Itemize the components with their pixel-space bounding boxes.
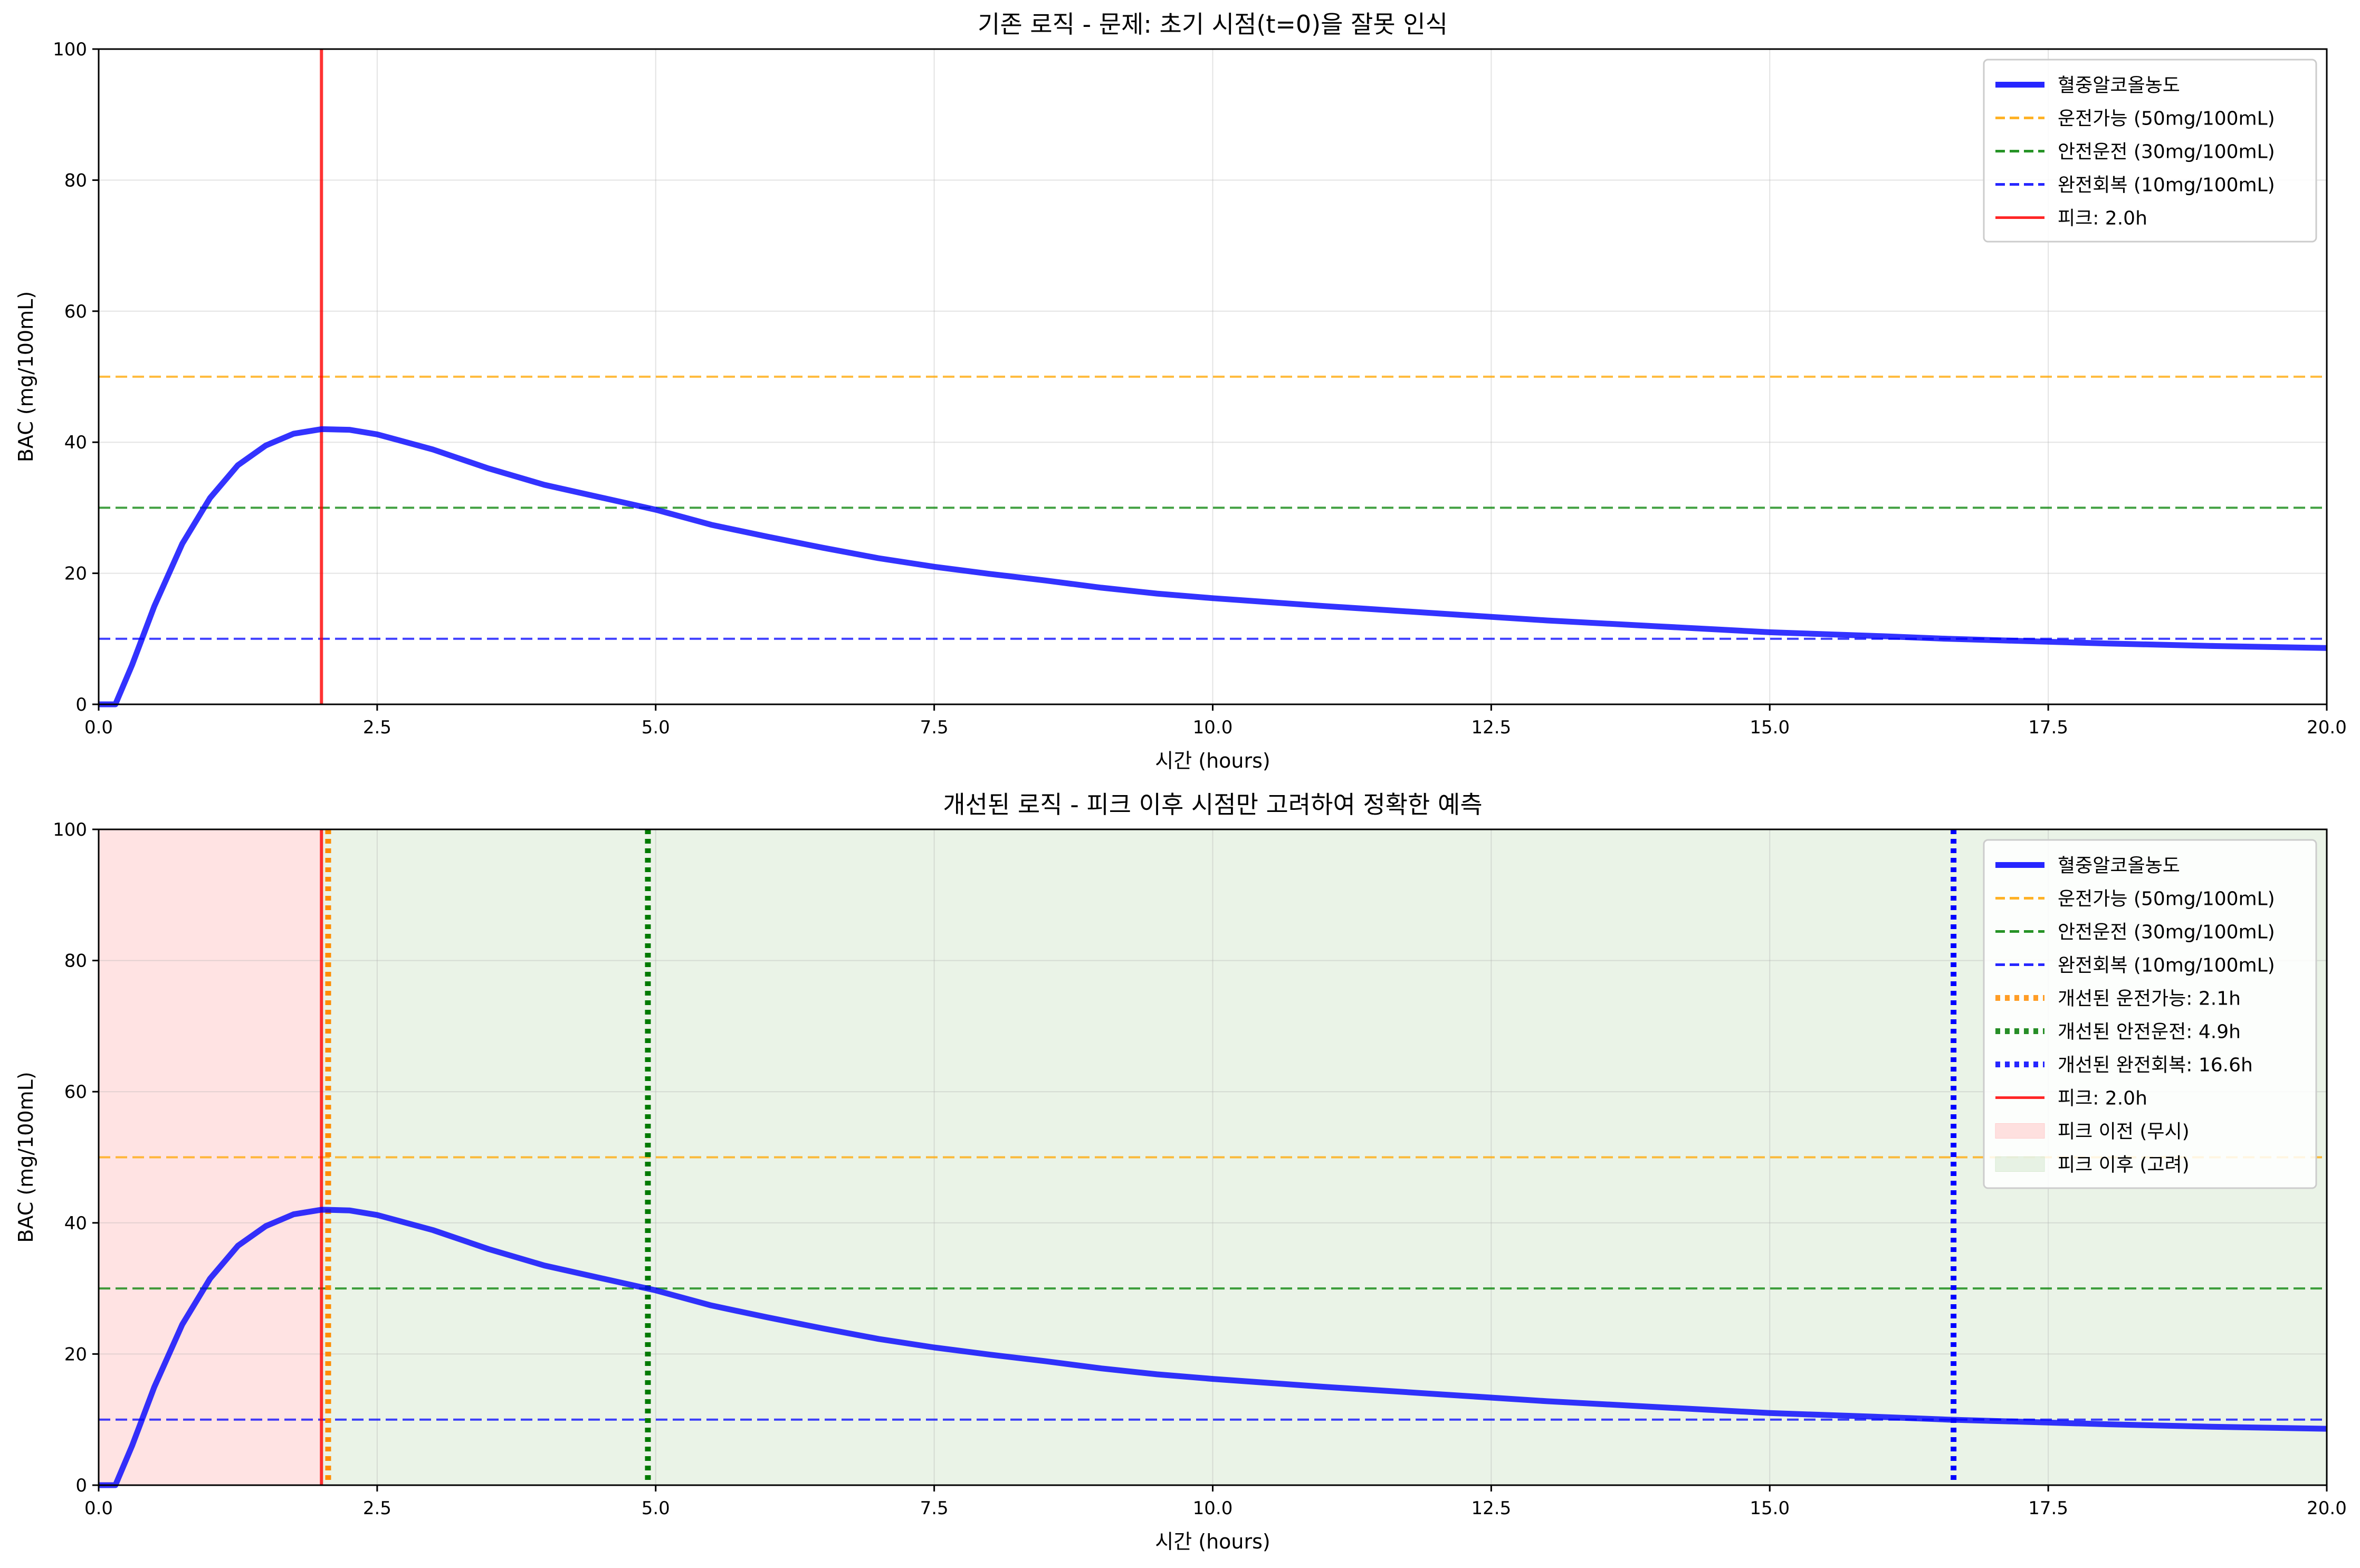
y-tick-label: 0 — [75, 1475, 87, 1496]
chart-title: 기존 로직 - 문제: 초기 시점(t=0)을 잘못 인식 — [978, 10, 1448, 39]
legend-label: 안전운전 (30mg/100mL) — [2058, 141, 2275, 163]
legend-swatch — [1995, 1123, 2045, 1139]
y-tick-label: 80 — [64, 951, 87, 972]
legend-label: 피크: 2.0h — [2058, 1088, 2147, 1110]
x-tick-label: 5.0 — [642, 717, 670, 738]
x-tick-label: 2.5 — [363, 1498, 391, 1519]
x-tick-label: 0.0 — [84, 1498, 113, 1519]
x-tick-label: 20.0 — [2307, 717, 2347, 738]
legend-label: 개선된 안전운전: 4.9h — [2058, 1021, 2241, 1043]
x-tick-label: 15.0 — [1750, 717, 1790, 738]
legend-label: 피크: 2.0h — [2058, 208, 2147, 230]
x-tick-label: 10.0 — [1193, 717, 1233, 738]
x-tick-label: 17.5 — [2028, 717, 2068, 738]
y-tick-label: 100 — [53, 819, 87, 840]
chart-title: 개선된 로직 - 피크 이후 시점만 고려하여 정확한 예측 — [943, 790, 1482, 819]
legend-label: 완전회복 (10mg/100mL) — [2058, 175, 2275, 196]
bottom-chart-panel: 0.0 2.5 5.0 7.5 10.0 12.5 15.0 17.5 20.0 0 20 40 60 8… — [14, 790, 2347, 1553]
legend-label: 피크 이전 (무시) — [2058, 1121, 2190, 1143]
x-tick-label: 7.5 — [920, 717, 949, 738]
x-tick-label: 12.5 — [1472, 717, 1512, 738]
x-tick-label: 15.0 — [1750, 1498, 1790, 1519]
legend-label: 개선된 완전회복: 16.6h — [2058, 1055, 2253, 1076]
legend-label: 안전운전 (30mg/100mL) — [2058, 922, 2275, 943]
y-tick-label: 0 — [75, 694, 87, 715]
y-axis-label: BAC (mg/100mL) — [14, 291, 37, 462]
x-tick-label: 7.5 — [920, 1498, 949, 1519]
legend-label: 운전가능 (50mg/100mL) — [2058, 888, 2275, 910]
y-axis-label: BAC (mg/100mL) — [14, 1072, 37, 1242]
legend-label: 혈중알코올농도 — [2058, 855, 2180, 877]
y-tick-label: 80 — [64, 170, 87, 191]
y-tick-label: 40 — [64, 1213, 87, 1234]
legend-label: 피크 이후 (고려) — [2058, 1154, 2190, 1176]
legend-label: 혈중알코올농도 — [2058, 75, 2180, 97]
x-axis-label: 시간 (hours) — [1155, 749, 1270, 772]
legend-box — [1983, 59, 2317, 243]
legend-label: 개선된 운전가능: 2.1h — [2058, 988, 2241, 1010]
x-axis-label: 시간 (hours) — [1155, 1530, 1270, 1553]
x-tick-label: 2.5 — [363, 717, 391, 738]
bac-series-line — [99, 1207, 2327, 1488]
top-chart-panel: 0.0 2.5 5.0 7.5 10.0 12.5 15.0 17.5 20.0 0 20 40 60 8… — [14, 10, 2347, 772]
legend-swatch — [1995, 1156, 2045, 1172]
legend-label: 완전회복 (10mg/100mL) — [2058, 955, 2275, 977]
bac-series-line — [99, 426, 2327, 707]
y-tick-label: 60 — [64, 1082, 87, 1103]
x-tick-label: 12.5 — [1472, 1498, 1512, 1519]
y-tick-label: 100 — [53, 39, 87, 60]
y-tick-label: 20 — [64, 563, 87, 585]
y-tick-label: 60 — [64, 301, 87, 322]
y-tick-label: 40 — [64, 432, 87, 453]
x-tick-label: 10.0 — [1193, 1498, 1233, 1519]
legend-box — [1983, 839, 2317, 1189]
x-tick-label: 0.0 — [84, 717, 113, 738]
legend-label: 운전가능 (50mg/100mL) — [2058, 108, 2275, 130]
x-tick-label: 17.5 — [2028, 1498, 2068, 1519]
y-tick-label: 20 — [64, 1344, 87, 1365]
x-tick-label: 5.0 — [642, 1498, 670, 1519]
x-tick-label: 20.0 — [2307, 1498, 2347, 1519]
